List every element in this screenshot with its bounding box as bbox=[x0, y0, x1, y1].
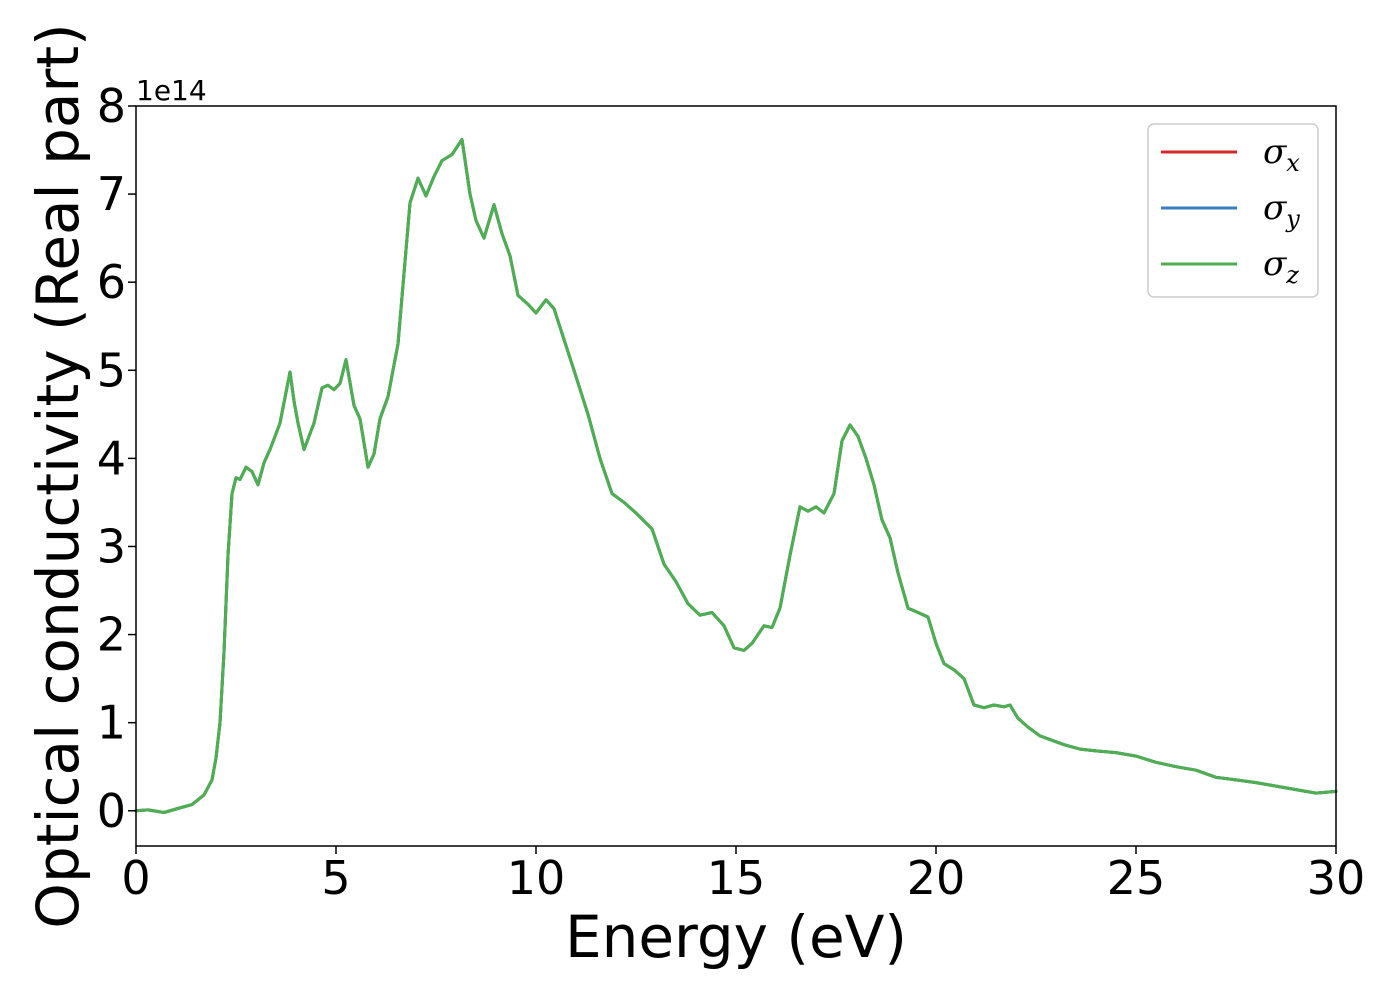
series-line-z bbox=[134, 138, 1338, 814]
legend-label-sub: x bbox=[1286, 149, 1300, 177]
y-tick-label: 3 bbox=[97, 519, 126, 573]
y-tick-label: 7 bbox=[97, 167, 126, 221]
legend-label-sub: y bbox=[1285, 205, 1300, 233]
y-tick-label: 0 bbox=[97, 784, 126, 838]
y-tick-label: 1 bbox=[97, 696, 126, 750]
x-tick-label: 5 bbox=[321, 851, 350, 905]
y-offset-label: 1e14 bbox=[136, 74, 207, 107]
legend-label-base: σ bbox=[1263, 244, 1287, 284]
legend-box bbox=[1147, 123, 1319, 298]
y-tick-label: 4 bbox=[97, 431, 126, 485]
legend-label-y: σy bbox=[1263, 188, 1300, 233]
y-tick-label: 2 bbox=[97, 608, 126, 662]
y-axis-label: Optical conductivity (Real part) bbox=[24, 23, 92, 928]
x-tick-label: 30 bbox=[1307, 851, 1366, 905]
x-tick-label: 25 bbox=[1107, 851, 1166, 905]
x-tick-label: 10 bbox=[507, 851, 566, 905]
x-axis-label: Energy (eV) bbox=[565, 903, 907, 971]
x-tick-label: 0 bbox=[121, 851, 150, 905]
y-tick-label: 8 bbox=[97, 79, 126, 133]
x-axis: 0 5 10 15 20 25 30 bbox=[121, 846, 1365, 905]
legend-label-x: σx bbox=[1263, 132, 1300, 177]
y-tick-label: 6 bbox=[97, 255, 126, 309]
series-layer bbox=[134, 138, 1338, 814]
y-axis: 0 1 2 3 4 5 6 7 8 bbox=[97, 79, 136, 838]
legend-label-base: σ bbox=[1263, 188, 1287, 228]
y-tick-label: 5 bbox=[97, 343, 126, 397]
legend-label-z: σz bbox=[1263, 244, 1299, 289]
legend-label-base: σ bbox=[1263, 132, 1287, 172]
x-tick-label: 15 bbox=[707, 851, 766, 905]
legend-label-sub: z bbox=[1285, 261, 1299, 289]
x-tick-label: 20 bbox=[907, 851, 966, 905]
